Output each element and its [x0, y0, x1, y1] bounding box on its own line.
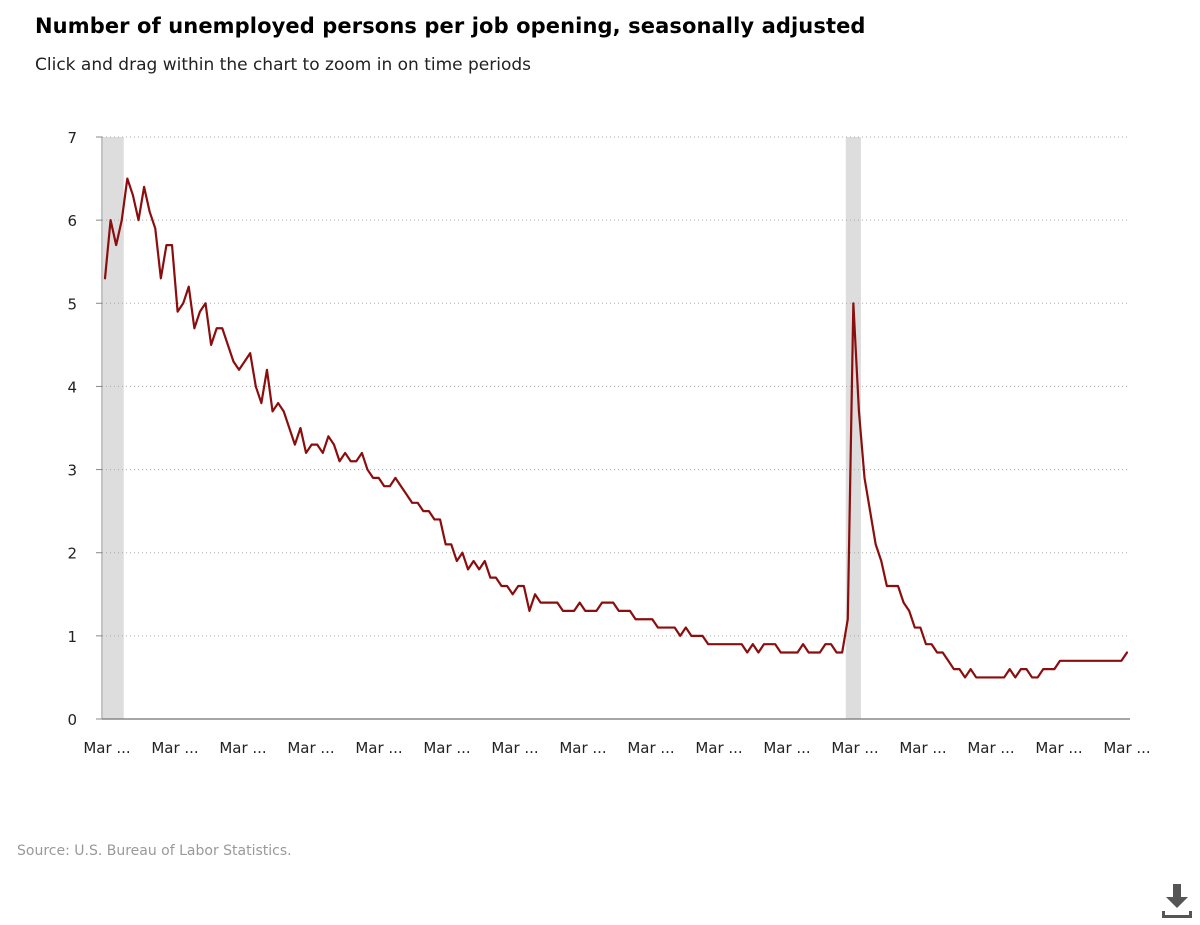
x-tick-label: Mar ... [831, 739, 878, 757]
y-tick-label: 1 [67, 628, 77, 646]
y-tick-label: 5 [67, 295, 77, 313]
recession-band-1 [103, 137, 124, 719]
chart-title: Number of unemployed persons per job ope… [35, 14, 866, 38]
recession-band-2 [845, 137, 861, 719]
x-tick-label: Mar ... [219, 739, 266, 757]
source-note: Source: U.S. Bureau of Labor Statistics. [17, 843, 292, 859]
x-tick-label: Mar ... [695, 739, 742, 757]
y-tick-label: 4 [67, 378, 77, 396]
x-axis-ticks: Mar ... Mar ... Mar ... Mar ... Mar ... Mar .… [83, 739, 1150, 757]
x-tick-label: Mar ... [355, 739, 402, 757]
chart-subtitle: Click and drag within the chart to zoom … [35, 55, 532, 75]
y-tick-label: 6 [67, 212, 77, 230]
x-tick-label: Mar ... [1103, 739, 1150, 757]
y-tick-label: 2 [67, 545, 77, 563]
x-tick-label: Mar ... [627, 739, 674, 757]
x-tick-label: Mar ... [287, 739, 334, 757]
x-tick-label: Mar ... [899, 739, 946, 757]
recession-bands [103, 137, 861, 719]
x-tick-label: Mar ... [491, 739, 538, 757]
download-button[interactable] [1158, 880, 1196, 920]
x-tick-label: Mar ... [967, 739, 1014, 757]
grid-lines [102, 136, 1130, 637]
series-line[interactable] [103, 177, 1129, 679]
x-tick-label: Mar ... [1035, 739, 1082, 757]
y-tick-label: 7 [67, 129, 77, 147]
x-tick-label: Mar ... [83, 739, 130, 757]
y-axis-ticks: 0 1 2 3 4 5 6 7 [67, 129, 102, 729]
x-tick-label: Mar ... [423, 739, 470, 757]
y-tick-label: 3 [67, 462, 77, 480]
download-icon [1162, 884, 1192, 918]
x-tick-label: Mar ... [559, 739, 606, 757]
x-tick-label: Mar ... [763, 739, 810, 757]
series-group [103, 177, 1129, 679]
y-tick-label: 0 [67, 711, 77, 729]
x-tick-label: Mar ... [151, 739, 198, 757]
